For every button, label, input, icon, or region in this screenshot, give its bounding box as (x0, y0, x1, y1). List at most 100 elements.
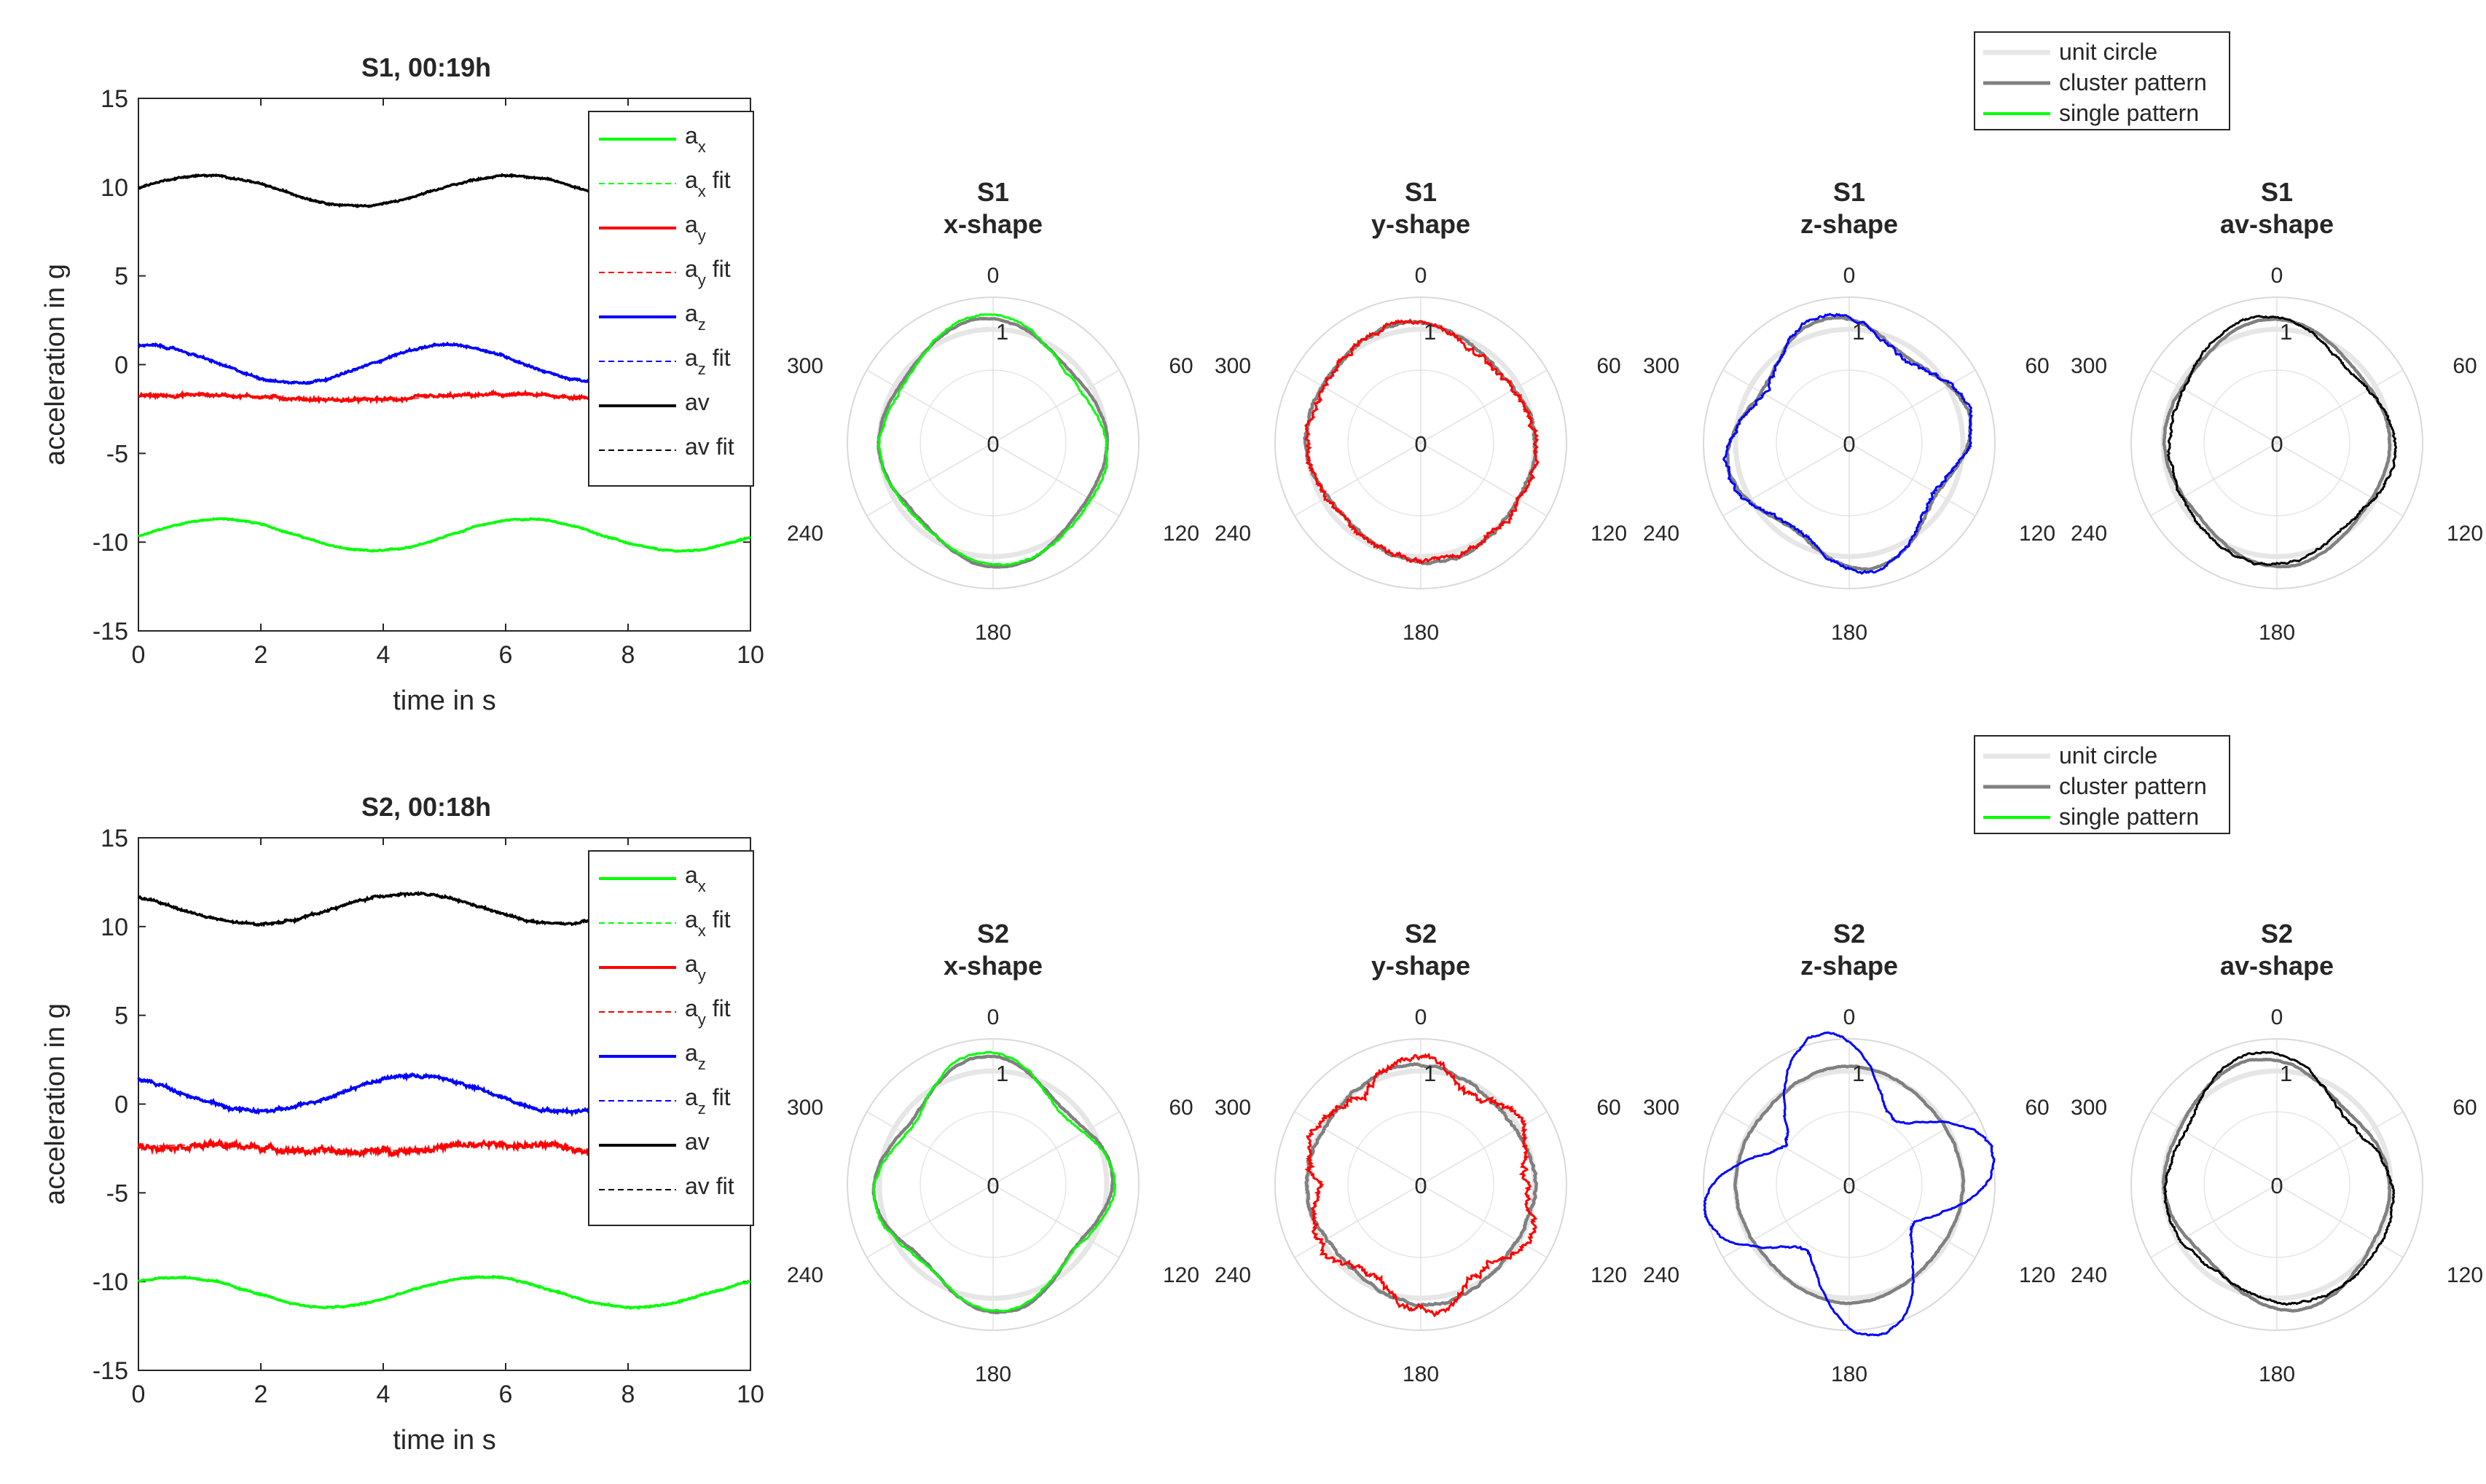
legend-suffix: fit (706, 1084, 731, 1110)
polar-spoke (1420, 369, 1548, 444)
r-tick-label: 1 (1424, 1061, 1436, 1086)
legend-label: single pattern (2059, 100, 2199, 126)
legend-label: ay (685, 951, 706, 984)
cluster-pattern (2162, 317, 2392, 569)
x-tick-label: 8 (622, 1381, 635, 1408)
theta-tick-label: 240 (2071, 1263, 2107, 1287)
legend-main: a (685, 211, 698, 237)
polar-title-line1: S1 (2261, 177, 2293, 207)
theta-tick-label: 180 (2259, 621, 2295, 645)
r-tick-label: 1 (1852, 1061, 1864, 1086)
theta-tick-label: 120 (1163, 1263, 1199, 1287)
y-axis-label: acceleration in g (40, 264, 71, 466)
r-tick-label: 1 (996, 1061, 1008, 1086)
polar-spoke (1722, 369, 1850, 444)
theta-tick-label: 0 (2271, 264, 2283, 288)
legend-suffix: fit (710, 433, 734, 460)
polar-spoke (1420, 442, 1548, 517)
unit-circle (1733, 326, 1966, 560)
polar-spoke (992, 1111, 1120, 1185)
theta-tick-label: 240 (787, 1263, 823, 1287)
y-tick-label: 5 (114, 1002, 128, 1030)
cluster-pattern (871, 1054, 1115, 1315)
r-tick-label: 1 (2280, 1061, 2292, 1086)
legend-label: av (685, 1128, 710, 1155)
single-pattern (1722, 313, 1973, 576)
legend-label: unit circle (2059, 39, 2157, 65)
polar-title-line2: av-shape (2220, 209, 2334, 239)
legend-sub: z (698, 1099, 706, 1118)
polar-spoke (992, 442, 1120, 517)
polar-spoke (2276, 442, 2404, 517)
polar-spoke (1294, 1184, 1422, 1258)
y-tick-label: -10 (93, 1268, 128, 1296)
r-tick-label: 1 (996, 319, 1008, 345)
legend-label: unit circle (2059, 742, 2157, 769)
legend-sub: x (698, 922, 706, 940)
polar-spoke (2276, 1111, 2404, 1185)
legend-box (588, 850, 754, 1226)
theta-tick-label: 120 (2019, 522, 2055, 546)
legend-suffix: fit (706, 345, 731, 371)
single-pattern (2166, 315, 2397, 567)
y-axis-label: acceleration in g (40, 1003, 71, 1205)
polar-spoke (2150, 1111, 2278, 1185)
legend-main: av (685, 433, 710, 460)
legend-main: a (685, 345, 698, 371)
legend-suffix: fit (710, 1173, 734, 1199)
y-tick-label: -15 (93, 1357, 128, 1385)
x-tick-label: 0 (132, 1381, 146, 1408)
polar-spoke (2150, 369, 2278, 444)
legend-box (588, 111, 754, 487)
polar-spoke (2150, 1184, 2278, 1258)
cluster-pattern (2161, 1057, 2392, 1313)
theta-tick-label: 180 (975, 621, 1011, 645)
theta-tick-label: 120 (2447, 522, 2483, 546)
theta-tick-label: 300 (2071, 1096, 2107, 1120)
legend-main: a (685, 256, 698, 282)
theta-tick-label: 240 (1215, 522, 1251, 546)
theta-tick-label: 120 (2447, 1263, 2483, 1287)
r-tick-label: 0 (1843, 1173, 1855, 1198)
legend-sub: y (698, 227, 706, 245)
legend-label: ay fit (685, 995, 731, 1029)
y-tick-label: -15 (93, 618, 128, 645)
theta-tick-label: 180 (1831, 1362, 1867, 1386)
y-tick-label: -10 (93, 529, 128, 557)
polar-plot-s1-z-shape: 0 1 0 60 120 180 240 300 S1z-shape (1643, 177, 2055, 645)
theta-tick-label: 180 (2259, 1362, 2295, 1386)
legend-main: av (685, 389, 710, 415)
legend-label: cluster pattern (2059, 69, 2207, 95)
polar-title-line1: S2 (1833, 919, 1865, 949)
legend-suffix: fit (706, 906, 731, 933)
legend-label: ax fit (685, 167, 731, 200)
polar-title-line1: S2 (1405, 919, 1437, 949)
theta-tick-label: 180 (975, 1362, 1011, 1386)
polar-plot-s2-z-shape: 0 1 0 60 120 180 240 300 S2z-shape (1643, 919, 2055, 1386)
pattern-legend-2: unit circle cluster pattern single pattern (1974, 735, 2230, 834)
legend-main: a (685, 951, 698, 977)
polar-title-line2: x-shape (944, 209, 1043, 239)
x-tick-label: 4 (377, 1381, 391, 1408)
legend-label: az (685, 1040, 706, 1073)
theta-tick-label: 300 (787, 1096, 823, 1120)
polar-plot-s1-y-shape: 0 1 0 60 120 180 240 300 S1y-shape (1215, 177, 1627, 645)
plot-title: S1, 00:19h (361, 52, 491, 82)
legend-sub: y (698, 271, 706, 289)
polar-spoke (866, 442, 994, 517)
legend-label: az (685, 300, 706, 334)
theta-tick-label: 60 (1596, 1096, 1620, 1120)
y-tick-label: -5 (106, 440, 128, 468)
theta-tick-label: 60 (1169, 1096, 1193, 1120)
theta-tick-label: 60 (2025, 1096, 2049, 1120)
legend-suffix: fit (706, 995, 731, 1021)
legend-main: a (685, 1040, 698, 1066)
series-ax (137, 517, 751, 554)
theta-tick-label: 120 (1163, 522, 1199, 546)
theta-tick-label: 0 (1415, 264, 1427, 288)
polar-spoke (2276, 369, 2404, 444)
theta-tick-label: 240 (1215, 1263, 1251, 1287)
theta-tick-label: 240 (787, 522, 823, 546)
x-tick-label: 8 (622, 641, 635, 669)
r-tick-label: 1 (1424, 319, 1436, 345)
